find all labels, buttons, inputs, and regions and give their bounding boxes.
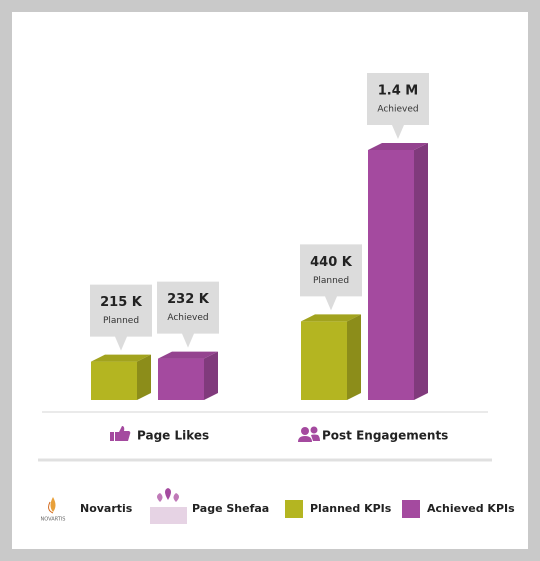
bar-top: [91, 354, 151, 362]
category-label: Post Engagements: [322, 429, 448, 443]
legend-brand: Page Shefaa: [192, 502, 269, 515]
legend-brand: Novartis: [80, 502, 133, 515]
shefaa-logo: [150, 488, 187, 524]
card: [12, 12, 528, 549]
bar-side: [414, 143, 428, 400]
bar-top: [301, 314, 361, 322]
bar: [158, 358, 204, 400]
legend-label: Planned KPIs: [310, 502, 392, 515]
novartis-logo: NOVARTIS: [41, 497, 66, 523]
legend-swatch: [285, 500, 303, 518]
value-label: 232 K: [167, 292, 210, 307]
value-label: 440 K: [310, 255, 353, 270]
bar: [301, 321, 347, 400]
value-label: 215 K: [100, 295, 143, 310]
bar-top: [368, 143, 428, 150]
callout: [367, 73, 429, 139]
value-label: 1.4 M: [378, 84, 419, 99]
callout: [300, 244, 362, 311]
bar: [91, 361, 137, 400]
callout-label: Planned: [313, 276, 349, 286]
bar-top: [158, 351, 218, 359]
callout-label: Achieved: [167, 313, 208, 323]
callout: [157, 281, 219, 348]
callout-label: Planned: [103, 316, 139, 326]
callout-label: Achieved: [377, 105, 418, 115]
legend-label: Achieved KPIs: [427, 502, 515, 515]
people-icon: [298, 426, 320, 442]
svg-text:NOVARTIS: NOVARTIS: [41, 517, 66, 523]
bar-side: [137, 354, 151, 400]
like-icon: [110, 426, 131, 441]
bar-side: [347, 314, 361, 400]
bar-side: [204, 351, 218, 400]
callout: [90, 284, 152, 351]
legend-swatch: [402, 500, 420, 518]
bar: [368, 150, 414, 400]
category-label: Page Likes: [137, 429, 209, 443]
